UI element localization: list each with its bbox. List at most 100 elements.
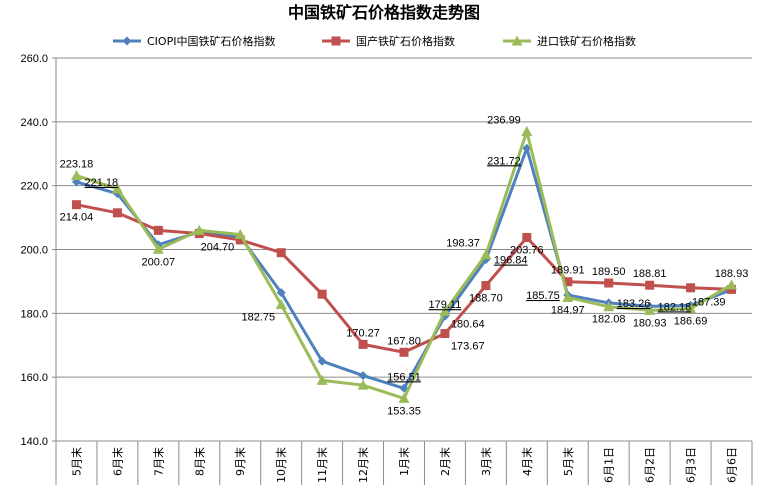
data-point-1 — [440, 329, 450, 339]
x-tick-label: 8月末 — [192, 447, 206, 476]
data-point-2 — [562, 291, 574, 302]
x-tick-label: 6月3日 — [685, 447, 698, 483]
data-label: 184.97 — [551, 304, 585, 316]
data-label: 182.18 — [658, 301, 692, 313]
data-label: 203.76 — [510, 244, 544, 256]
gridlines — [56, 57, 752, 378]
data-label: 198.37 — [446, 238, 480, 250]
data-label: 223.18 — [60, 159, 94, 171]
data-point-1 — [358, 339, 368, 349]
data-point-1 — [235, 235, 245, 245]
data-point-1 — [153, 225, 163, 235]
x-tick-label: 4月末 — [520, 447, 534, 476]
data-point-1 — [686, 283, 696, 293]
data-point-2 — [234, 228, 246, 239]
x-tick-label: 6月1日 — [603, 447, 616, 483]
legend-label: 进口铁矿石价格指数 — [537, 34, 636, 48]
data-point-2 — [275, 299, 287, 310]
data-label: 188.81 — [633, 268, 667, 280]
data-label: 196.84 — [494, 255, 528, 267]
data-label: 173.67 — [451, 341, 485, 353]
legend-label: CIOPI中国铁矿石价格指数 — [147, 34, 275, 48]
data-point-1 — [645, 280, 655, 290]
data-point-2 — [70, 170, 82, 181]
data-label: 189.91 — [551, 265, 585, 277]
data-point-2 — [685, 303, 697, 314]
y-tick-label: 140.0 — [20, 436, 48, 448]
data-label: 179.11 — [429, 299, 462, 311]
x-tick-label: 3月末 — [479, 447, 493, 476]
data-point-2 — [357, 379, 369, 390]
legend-label: 国产铁矿石价格指数 — [356, 34, 455, 48]
x-tick-label: 1月末 — [397, 447, 411, 476]
data-label: 170.27 — [346, 327, 380, 339]
data-point-1 — [71, 200, 81, 210]
data-point-0 — [317, 356, 327, 366]
data-label: 167.80 — [387, 335, 421, 347]
x-tick-label: 6月2日 — [644, 447, 657, 483]
data-label: 221.18 — [84, 177, 118, 189]
data-label: 186.69 — [674, 316, 708, 328]
x-axis-ticks: 5月末 6月末 7月末 8月末 9月末 10月末 11月末 12月末 1月末 2月末 3月末 4月末 5… — [55, 441, 753, 485]
data-label: 231.72 — [487, 155, 521, 167]
x-tick-label: 11月末 — [315, 447, 329, 483]
data-point-1 — [276, 248, 286, 258]
data-point-2 — [644, 304, 656, 315]
data-label: 183.26 — [617, 298, 651, 310]
data-label: 182.08 — [592, 314, 626, 326]
legend-marker — [511, 35, 523, 46]
data-point-1 — [481, 281, 491, 291]
data-point-2 — [521, 125, 533, 136]
data-label: 182.75 — [242, 312, 276, 324]
legend-marker — [331, 36, 341, 46]
x-tick-label: 7月末 — [151, 447, 165, 476]
x-tick-label: 6月6日 — [726, 447, 739, 483]
chart-title: 中国铁矿石价格指数走势图 — [288, 3, 480, 22]
data-point-2 — [193, 224, 205, 235]
data-label: 236.99 — [487, 114, 521, 126]
data-point-1 — [317, 289, 327, 299]
data-label: 185.75 — [526, 290, 560, 302]
data-label: 153.35 — [387, 405, 421, 417]
data-point-2 — [603, 301, 615, 312]
x-tick-label: 12月末 — [356, 447, 370, 483]
legend-marker — [122, 36, 132, 46]
y-tick-label: 200.0 — [20, 245, 48, 257]
x-tick-label: 2月末 — [438, 447, 452, 476]
y-tick-label: 240.0 — [20, 117, 48, 129]
y-tick-label: 180.0 — [20, 308, 48, 320]
legend: CIOPI中国铁矿石价格指数 国产铁矿石价格指数 进口铁矿石价格指数 — [113, 34, 636, 48]
y-tick-label: 160.0 — [20, 372, 48, 384]
x-tick-label: 9月末 — [233, 447, 247, 476]
data-point-2 — [111, 183, 123, 194]
x-tick-label: 10月末 — [274, 447, 288, 483]
data-label: 188.70 — [469, 293, 503, 305]
y-tick-label: 260.0 — [20, 53, 48, 65]
data-label: 204.70 — [201, 241, 235, 253]
data-point-2 — [726, 279, 738, 290]
data-point-2 — [439, 305, 451, 316]
x-tick-label: 6月末 — [110, 447, 124, 476]
data-label: 200.07 — [142, 256, 176, 268]
data-point-0 — [276, 288, 286, 298]
data-label: 188.93 — [715, 268, 749, 280]
y-axis-ticks: 140.0 160.0 180.0 200.0 220.0 240.0 260.0 — [20, 53, 56, 448]
data-point-1 — [399, 347, 409, 357]
data-point-2 — [480, 249, 492, 260]
data-point-0 — [358, 371, 368, 381]
series-group — [70, 125, 738, 403]
data-point-1 — [522, 232, 532, 242]
data-point-2 — [398, 392, 410, 403]
data-label: 214.04 — [60, 212, 94, 224]
data-label: 156.51 — [387, 371, 421, 383]
x-tick-label: 5月末 — [561, 447, 575, 476]
data-labels: 223.18 221.18 214.04 200.07 204.70 182.75 170.… — [60, 114, 749, 417]
data-label: 187.39 — [692, 297, 726, 309]
data-label: 180.93 — [633, 317, 667, 329]
x-tick-label: 5月末 — [69, 447, 83, 476]
data-point-1 — [563, 277, 573, 287]
data-point-2 — [152, 243, 164, 254]
data-label: 189.50 — [592, 266, 626, 278]
